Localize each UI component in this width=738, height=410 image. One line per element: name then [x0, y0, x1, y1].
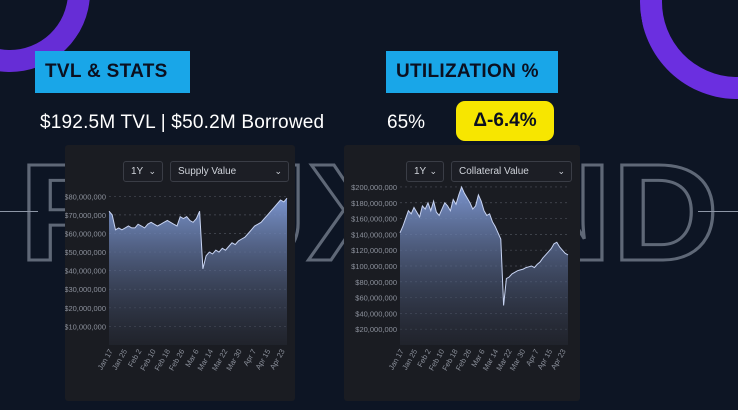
metric-select-value: Collateral Value [459, 166, 529, 177]
y-tick-label: $100,000,000 [351, 262, 397, 271]
y-tick-label: $60,000,000 [355, 294, 397, 303]
y-tick-label: $50,000,000 [65, 248, 106, 257]
y-tick-label: $70,000,000 [65, 211, 106, 220]
y-tick-label: $180,000,000 [351, 199, 397, 208]
y-tick-label: $40,000,000 [355, 309, 397, 318]
y-tick-label: $80,000,000 [355, 278, 397, 287]
y-tick-label: $160,000,000 [351, 215, 397, 224]
collateral-value-chart: $20,000,000 $40,000,000 $60,000,000 $80,000… [351, 183, 569, 372]
supply-value-chart-panel: 1Y ⌄ Supply Value ⌄ $10,000,000 $20,000,0… [65, 145, 295, 401]
chevron-down-icon: ⌄ [148, 166, 156, 176]
utilization-title: UTILIZATION % [386, 51, 558, 93]
chevron-down-icon: ⌄ [429, 166, 437, 176]
metric-select-value: Supply Value [178, 166, 237, 177]
y-tick-label: $20,000,000 [355, 325, 397, 334]
y-tick-label: $30,000,000 [65, 285, 106, 294]
tvl-stats-title: TVL & STATS [35, 51, 190, 93]
divider-line-right [698, 211, 738, 212]
decorative-arc-right [624, 0, 738, 115]
tvl-borrowed-text: $192.5M TVL | $50.2M Borrowed [40, 112, 325, 133]
range-select-value: 1Y [131, 166, 144, 177]
y-tick-label: $40,000,000 [65, 267, 106, 276]
collateral-value-chart-panel: 1Y ⌄ Collateral Value ⌄ $20,000,000 $40,0… [344, 145, 580, 401]
chevron-down-icon: ⌄ [557, 166, 565, 176]
y-tick-label: $80,000,000 [65, 192, 106, 201]
area-fill [109, 198, 287, 345]
supply-value-chart: $10,000,000 $20,000,000 $30,000,000 $40,000… [65, 192, 288, 372]
utilization-value: 65% [387, 112, 426, 133]
chevron-down-icon: ⌄ [274, 166, 282, 176]
divider-line-left [0, 211, 38, 212]
metric-select[interactable]: Supply Value ⌄ [170, 161, 289, 182]
range-select-value: 1Y [414, 166, 427, 177]
area-fill [400, 187, 568, 345]
utilization-delta-badge: Δ-6.4% [456, 101, 554, 141]
series-line [108, 197, 288, 269]
metric-select[interactable]: Collateral Value ⌄ [451, 161, 572, 182]
y-tick-label: $200,000,000 [351, 183, 397, 192]
range-select[interactable]: 1Y ⌄ [406, 161, 444, 182]
y-tick-label: $120,000,000 [351, 246, 397, 255]
range-select[interactable]: 1Y ⌄ [123, 161, 163, 182]
series-line [399, 185, 569, 306]
y-tick-label: $10,000,000 [65, 322, 106, 331]
y-tick-label: $140,000,000 [351, 230, 397, 239]
y-tick-label: $60,000,000 [65, 229, 106, 238]
y-tick-label: $20,000,000 [65, 304, 106, 313]
